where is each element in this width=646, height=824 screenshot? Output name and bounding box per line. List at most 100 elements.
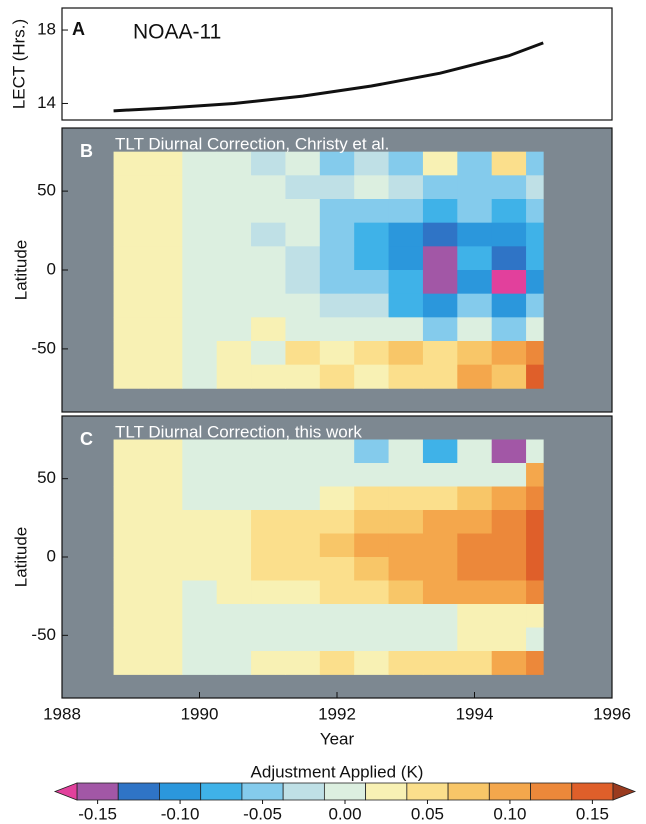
heat-cell [491,463,527,487]
heat-cell [251,604,286,628]
heat-cell [147,627,183,652]
colorbar-tick-label: -0.05 [243,804,282,823]
heat-cell [285,463,321,487]
heat-cell [147,151,183,176]
y-tick-label: -50 [31,338,56,357]
heat-cell [216,317,252,342]
heat-cell [526,246,544,271]
heat-cell [526,627,544,652]
heat-cell [457,341,493,366]
heat-cell [422,341,458,366]
heat-cell [354,222,389,247]
heat-cell [216,557,252,581]
heat-cell [251,364,286,389]
heat-cell [251,627,286,652]
heat-cell [526,270,544,295]
heat-cell [491,651,527,675]
heat-cell [457,604,493,628]
heat-cell [285,651,321,675]
heat-cell [491,175,527,200]
heat-cell [216,246,252,271]
heat-cell [422,510,458,534]
heat-cell [182,627,218,652]
heat-cell [182,510,218,534]
heat-cell [354,199,389,224]
heat-cell [285,270,321,295]
x-tick-label: 1990 [181,704,219,723]
heat-cell [216,580,252,605]
heat-cell [526,651,544,675]
heat-cell [182,580,218,605]
heat-cell [457,557,493,581]
heat-cell [285,533,321,558]
panel-title: TLT Diurnal Correction, Christy et al. [115,134,389,153]
heat-cell [216,486,252,511]
heat-cell [388,175,424,200]
heat-cell [113,557,149,581]
heat-cell [491,580,527,605]
heat-cell [251,580,286,605]
heat-cell [491,604,527,628]
heat-cell [526,364,544,389]
heat-cell [182,246,218,271]
heat-cell [285,199,321,224]
heat-cell [388,533,424,558]
heat-cell [354,317,389,342]
heat-cell [422,222,458,247]
y-tick-label: -50 [31,625,56,644]
panel-label: B [80,141,93,161]
heat-cell [491,486,527,511]
colorbar-box [571,782,614,801]
colorbar-box [365,782,408,801]
heat-cell [422,533,458,558]
heat-cell [457,246,493,271]
heat-cell [526,341,544,366]
heat-cell [422,270,458,295]
heat-cell [216,270,252,295]
heat-cell [285,486,321,511]
heat-cell [251,486,286,511]
heat-cell [422,246,458,271]
heat-cell [422,604,458,628]
heat-cell [491,151,527,176]
heat-cell [354,175,389,200]
heat-cell [526,463,544,487]
y-tick-label: 50 [37,181,56,200]
heat-cell [354,627,389,652]
heat-cell [422,580,458,605]
y-axis-label: LECT (Hrs.) [9,19,28,109]
heat-cell [147,317,183,342]
heat-cell [319,533,355,558]
heat-cell [113,439,149,464]
heat-cell [147,651,183,675]
heat-cell [251,293,286,318]
heat-cell [319,463,355,487]
heat-cell [182,293,218,318]
heat-cell [285,557,321,581]
heat-cell [147,510,183,534]
heat-cell [354,270,389,295]
heat-cell [319,222,355,247]
heat-cell [319,199,355,224]
x-tick-label: 1996 [593,704,631,723]
x-tick-label: 1994 [456,704,494,723]
heat-cell [422,651,458,675]
heat-cell [388,364,424,389]
heat-cell [422,486,458,511]
heat-cell [388,199,424,224]
heat-cell [251,557,286,581]
heat-cell [251,246,286,271]
heat-cell [251,510,286,534]
heat-cell [526,222,544,247]
heat-cell [319,317,355,342]
colorbar-title: Adjustment Applied (K) [251,762,424,781]
heat-cell [457,627,493,652]
heat-cell [182,364,218,389]
colorbar-over [612,782,637,801]
heat-cell [319,151,355,176]
heat-cell [147,580,183,605]
heat-cell [526,293,544,318]
heat-cell [457,510,493,534]
heat-cell [216,175,252,200]
colorbar-tick-label: -0.10 [161,804,200,823]
